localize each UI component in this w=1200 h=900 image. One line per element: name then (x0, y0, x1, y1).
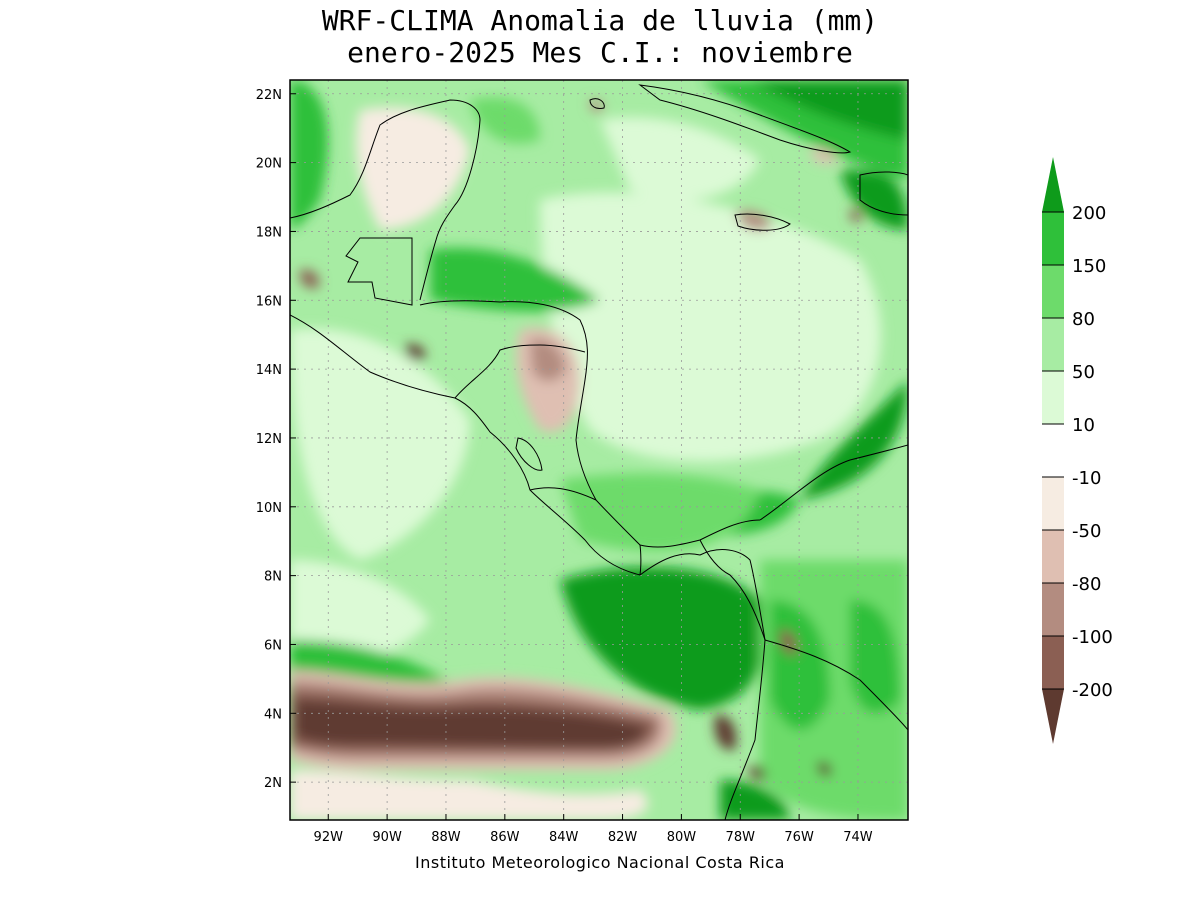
lon-tick-label: 76W (784, 830, 814, 845)
lat-tick-label: 12N (256, 432, 282, 447)
coastline-jamaica (734, 213, 791, 231)
legend-swatch (1042, 424, 1064, 477)
legend-label: -10 (1072, 468, 1101, 489)
lat-tick-label: 22N (256, 88, 282, 103)
legend-label: -80 (1072, 574, 1101, 595)
field-blobs (290, 80, 908, 820)
legend-swatch (1042, 371, 1064, 424)
lon-tick-label: 90W (372, 830, 402, 845)
coastlines (290, 84, 908, 820)
border-guatemala-mexico (345, 237, 413, 306)
lon-tick-label: 74W (843, 830, 873, 845)
border-colombia-interior (764, 639, 908, 731)
lon-tick-label: 84W (549, 830, 579, 845)
legend-swatch (1042, 212, 1064, 265)
lat-tick-label: 20N (256, 157, 282, 172)
lon-tick-label: 88W (431, 830, 461, 845)
anomaly-field (290, 80, 908, 820)
border-costarica-panama (639, 544, 642, 576)
legend-label: 200 (1072, 203, 1106, 224)
lon-tick-label: 82W (608, 830, 638, 845)
graticule (290, 80, 908, 820)
lat-tick-label: 18N (256, 225, 282, 240)
lat-tick-label: 6N (264, 638, 282, 653)
legend-label: 10 (1072, 415, 1095, 436)
legend-label: 150 (1072, 256, 1106, 277)
coastline-pacific (290, 314, 766, 820)
coastline-yucatan (290, 99, 481, 301)
legend-label: -100 (1072, 627, 1113, 648)
border-nicaragua-costarica (529, 487, 597, 501)
border-panama-colombia (699, 539, 766, 641)
legend-swatch (1042, 477, 1064, 530)
legend-top-arrow (1042, 157, 1064, 212)
legend-bottom-arrow (1042, 689, 1064, 744)
legend-label: 50 (1072, 362, 1095, 383)
legend-swatch (1042, 583, 1064, 636)
lat-tick-label: 16N (256, 294, 282, 309)
legend-label: 80 (1072, 309, 1095, 330)
lat-tick-label: 2N (264, 776, 282, 791)
axis-ticks: 92W 90W 88W 86W 84W 82W 80W 78W 76W 74W 2N 4N 6N 8N 10… (256, 88, 873, 845)
legend-swatch (1042, 530, 1064, 583)
lon-tick-label: 92W (314, 830, 344, 845)
legend-label: -200 (1072, 680, 1113, 701)
legend-label: -50 (1072, 521, 1101, 542)
credit-text: Instituto Meteorologico Nacional Costa R… (415, 853, 785, 872)
coastline-hispaniola (859, 171, 908, 216)
coastline-cuba (638, 84, 852, 154)
lake-nicaragua (515, 437, 543, 471)
map-title: WRF-CLIMA Anomalia de lluvia (mm) (321, 4, 879, 37)
coastline-caribbean (419, 300, 761, 548)
legend-swatch (1042, 636, 1064, 689)
lon-tick-label: 86W (490, 830, 520, 845)
legend-swatch (1042, 265, 1064, 318)
lon-tick-label: 78W (726, 830, 756, 845)
plot-frame (289, 79, 909, 821)
coastline-isla-juventud (589, 98, 605, 109)
coastline-colombia (759, 444, 908, 521)
map-subtitle: enero-2025 Mes C.I.: noviembre (347, 36, 853, 69)
legend-swatch (1042, 318, 1064, 371)
border-honduras-elsalvador (454, 344, 541, 399)
border-honduras-nicaragua (539, 344, 586, 353)
lon-tick-label: 80W (667, 830, 697, 845)
color-legend: 200 150 80 50 10 -10 -50 -80 -100 -200 (1042, 157, 1113, 744)
lat-tick-label: 10N (256, 501, 282, 516)
lat-tick-label: 14N (256, 363, 282, 378)
lat-tick-label: 4N (264, 707, 282, 722)
lat-tick-label: 8N (264, 570, 282, 585)
